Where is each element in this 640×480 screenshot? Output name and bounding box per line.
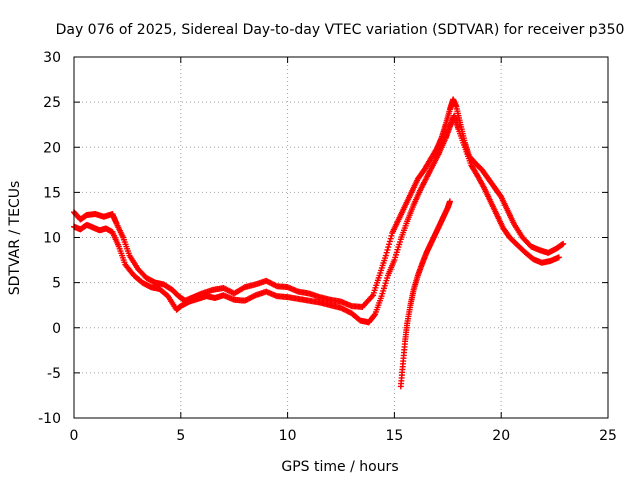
x-tick-label: 20 xyxy=(492,428,510,444)
x-tick-label: 10 xyxy=(279,428,297,444)
data-point xyxy=(383,249,390,256)
series-group xyxy=(397,198,453,390)
y-tick-label: 0 xyxy=(52,321,61,337)
data-series xyxy=(71,96,567,390)
x-axis-label: GPS time / hours xyxy=(281,459,398,475)
y-tick-label: 15 xyxy=(43,185,61,201)
y-tick-label: 25 xyxy=(43,95,61,111)
data-point xyxy=(371,312,378,319)
x-tick-label: 15 xyxy=(385,428,403,444)
axis-ticks: 0 5 10 15 20 25 -10 -5 0 5 10 15 20 25 30 xyxy=(38,50,617,444)
x-tick-label: 0 xyxy=(70,428,79,444)
y-axis-label: SDTVAR / TECUs xyxy=(7,181,23,296)
x-tick-label: 5 xyxy=(176,428,185,444)
y-tick-label: 30 xyxy=(43,50,61,66)
y-tick-label: 20 xyxy=(43,140,61,156)
data-point xyxy=(384,246,391,253)
chart-title: Day 076 of 2025, Sidereal Day-to-day VTE… xyxy=(56,22,625,38)
data-point xyxy=(446,198,453,205)
x-tick-label: 25 xyxy=(599,428,617,444)
data-point xyxy=(387,235,394,242)
grid-lines xyxy=(74,57,608,418)
y-tick-label: 10 xyxy=(43,231,61,247)
data-point xyxy=(560,240,567,247)
data-point xyxy=(382,252,389,259)
data-point xyxy=(555,254,562,261)
data-point xyxy=(386,241,393,248)
data-point xyxy=(388,232,395,239)
y-tick-label: 5 xyxy=(52,276,61,292)
series-group xyxy=(71,112,562,326)
data-point xyxy=(386,238,393,245)
data-point xyxy=(385,244,392,251)
y-tick-label: -10 xyxy=(38,411,61,427)
y-tick-label: -5 xyxy=(47,366,61,382)
